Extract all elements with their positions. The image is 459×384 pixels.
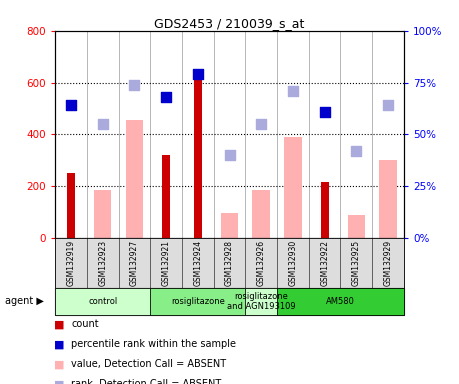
Point	[194, 71, 202, 77]
Point	[226, 152, 233, 158]
Bar	[94, 190, 112, 238]
Bar	[67, 173, 75, 238]
Text: AM580: AM580	[326, 297, 355, 306]
Point	[353, 148, 360, 154]
Text: GSM132930: GSM132930	[288, 240, 297, 286]
Point	[289, 88, 297, 94]
Text: agent ▶: agent ▶	[5, 296, 44, 306]
Text: GSM132926: GSM132926	[257, 240, 266, 286]
Bar	[252, 190, 270, 238]
Bar	[221, 214, 238, 238]
Text: ■: ■	[55, 359, 65, 369]
Bar	[126, 120, 143, 238]
Text: GSM132921: GSM132921	[162, 240, 171, 286]
Text: GSM132923: GSM132923	[98, 240, 107, 286]
Text: GSM132925: GSM132925	[352, 240, 361, 286]
Text: GSM132927: GSM132927	[130, 240, 139, 286]
Text: ■: ■	[55, 379, 65, 384]
Text: GSM132919: GSM132919	[67, 240, 75, 286]
Text: GSM132922: GSM132922	[320, 240, 329, 286]
Text: GSM132924: GSM132924	[193, 240, 202, 286]
Bar	[284, 137, 302, 238]
Text: rosiglitazone
and AGN193109: rosiglitazone and AGN193109	[227, 292, 296, 311]
Text: control: control	[88, 297, 117, 306]
Text: count: count	[71, 319, 99, 329]
Text: GSM132928: GSM132928	[225, 240, 234, 286]
Bar	[162, 155, 170, 238]
Bar	[321, 182, 329, 238]
Text: rank, Detection Call = ABSENT: rank, Detection Call = ABSENT	[71, 379, 221, 384]
Text: value, Detection Call = ABSENT: value, Detection Call = ABSENT	[71, 359, 226, 369]
Bar	[194, 76, 202, 238]
Point	[257, 121, 265, 127]
Text: rosiglitazone: rosiglitazone	[171, 297, 225, 306]
Point	[131, 81, 138, 88]
Bar	[379, 161, 397, 238]
Text: GSM132929: GSM132929	[384, 240, 392, 286]
Title: GDS2453 / 210039_s_at: GDS2453 / 210039_s_at	[154, 17, 305, 30]
Point	[162, 94, 170, 100]
Point	[321, 109, 328, 115]
Text: ■: ■	[55, 339, 65, 349]
Point	[67, 102, 75, 108]
Point	[99, 121, 106, 127]
Text: ■: ■	[55, 319, 65, 329]
Point	[384, 102, 392, 108]
Bar	[347, 215, 365, 238]
Text: percentile rank within the sample: percentile rank within the sample	[71, 339, 236, 349]
